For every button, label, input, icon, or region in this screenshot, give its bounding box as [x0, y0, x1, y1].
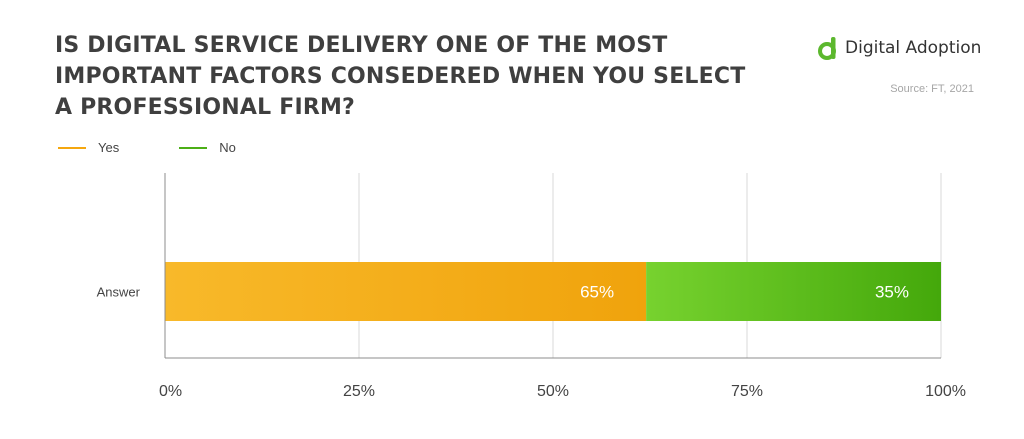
brand-name: Digital Adoption	[845, 38, 982, 58]
brand-logo: Digital Adoption	[817, 33, 981, 63]
chart-title-line: IMPORTANT FACTORS CONSEDERED WHEN YOU SE…	[55, 64, 746, 89]
category-label: Answer	[97, 285, 141, 300]
data-label-no: 35%	[875, 283, 909, 302]
data-label-yes: 65%	[580, 283, 614, 302]
source-note: Source: FT, 2021	[890, 83, 974, 95]
legend: Yes No	[58, 140, 296, 155]
chart-title-line: IS DIGITAL SERVICE DELIVERY ONE OF THE M…	[55, 33, 668, 58]
digital-adoption-logo-icon	[818, 37, 836, 60]
legend-swatch-yes	[58, 146, 86, 149]
legend-item-yes: Yes	[58, 140, 119, 155]
x-tick-label: 75%	[731, 383, 763, 400]
legend-label-no: No	[219, 140, 236, 155]
legend-label-yes: Yes	[98, 140, 120, 155]
legend-swatch-no	[179, 146, 208, 149]
chart-title: IS DIGITAL SERVICE DELIVERY ONE OF THE M…	[55, 30, 775, 123]
bar-segment-no	[646, 262, 941, 321]
x-tick-label: 100%	[925, 383, 966, 400]
legend-item-no: No	[179, 140, 236, 155]
chart-title-line: A PROFESSIONAL FIRM?	[55, 95, 356, 120]
x-tick-label: 25%	[343, 383, 375, 400]
x-tick-label: 50%	[537, 383, 569, 400]
bar-segment-yes	[165, 262, 647, 321]
x-tick-label: 0%	[159, 383, 182, 400]
